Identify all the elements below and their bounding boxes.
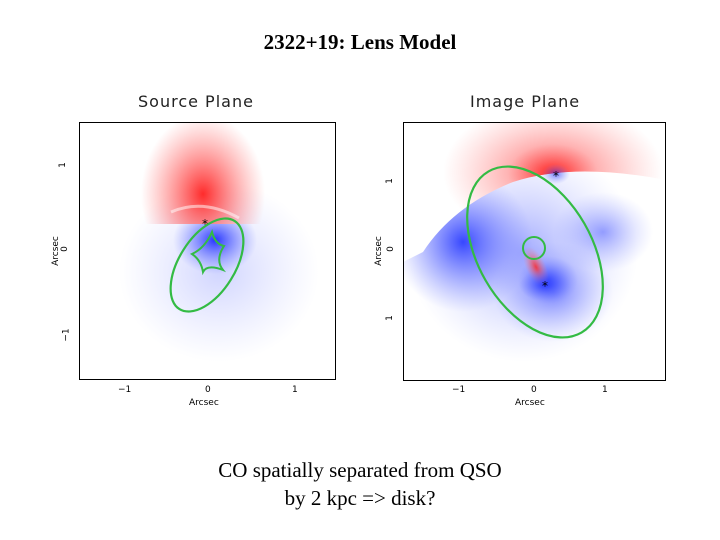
- image-critical-circle: [522, 236, 546, 260]
- image-xtick-1: 1: [602, 385, 608, 395]
- image-panel-title: Image Plane: [470, 92, 581, 111]
- image-xtick-neg1: −1: [452, 385, 466, 395]
- source-plot-frame: [79, 122, 336, 380]
- image-ylabel: Arcsec: [373, 236, 384, 266]
- source-ytick-0: 0: [59, 246, 70, 252]
- image-ytick-0: 0: [385, 246, 396, 252]
- source-caustic: [189, 228, 227, 276]
- image-plot-frame: [403, 122, 666, 381]
- source-plane-plot: *: [79, 122, 336, 380]
- svg-text:*: *: [553, 169, 559, 183]
- source-xtick-0: 0: [205, 385, 211, 395]
- slide-caption: CO spatially separated from QSO by 2 kpc…: [0, 456, 720, 512]
- image-ytick-1: 1: [384, 178, 395, 184]
- source-ytick-1: 1: [57, 162, 68, 168]
- caption-line-1: CO spatially separated from QSO: [218, 458, 502, 482]
- image-xlabel: Arcsec: [515, 398, 545, 408]
- image-plane-plot: * *: [403, 122, 666, 381]
- svg-text:*: *: [542, 279, 548, 293]
- svg-text:*: *: [202, 217, 208, 231]
- source-xtick-1: 1: [292, 385, 298, 395]
- caption-line-2: by 2 kpc => disk?: [284, 486, 436, 510]
- source-xlabel: Arcsec: [189, 398, 219, 408]
- source-panel-title: Source Plane: [138, 92, 254, 111]
- source-ytick-neg1: −1: [61, 328, 72, 342]
- source-xtick-neg1: −1: [118, 385, 132, 395]
- slide-title: 2322+19: Lens Model: [263, 30, 457, 54]
- image-ytick-neg1: 1: [384, 315, 395, 321]
- image-xtick-0: 0: [531, 385, 537, 395]
